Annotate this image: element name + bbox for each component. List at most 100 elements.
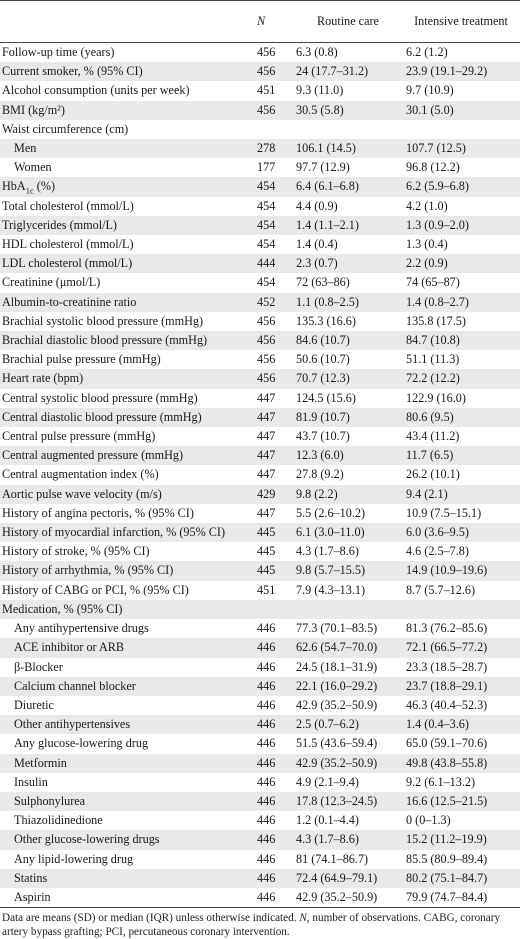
row-intensive-treatment: 51.1 (11.3) <box>406 352 460 367</box>
table-row: Creatinine (μmol/L) 454 72 (63–86) 74 (65–8… <box>0 273 520 292</box>
row-routine-care: 27.8 (9.2) <box>296 467 344 482</box>
row-intensive-treatment: 6.2 (1.2) <box>406 45 448 59</box>
row-routine-care: 17.8 (12.3–24.5) <box>296 793 378 808</box>
row-n: 454 <box>257 237 276 252</box>
header-n: N <box>254 0 294 43</box>
table-row: History of arrhythmia, % (95% CI) 445 9.8 … <box>0 561 520 581</box>
row-n: 446 <box>257 697 276 712</box>
row-routine-care: 12.3 (6.0) <box>296 448 344 463</box>
row-intensive-treatment: 79.9 (74.7–84.4) <box>402 887 520 909</box>
row-n: 446 <box>257 832 276 847</box>
row-intensive-treatment: 135.8 (17.5) <box>406 313 466 328</box>
row-label: Follow-up time (years) <box>2 45 115 59</box>
row-label: Diuretic <box>14 697 54 712</box>
row-n <box>254 120 294 139</box>
row-label: LDL cholesterol (mmol/L) <box>2 256 133 271</box>
row-routine-care: 72.4 (64.9–79.1) <box>296 870 378 885</box>
row-label: History of angina pectoris, % (95% CI) <box>2 505 194 520</box>
row-n: 278 <box>257 141 276 156</box>
row-routine-care: 42.9 (35.2–50.9) <box>294 887 402 909</box>
row-routine-care: 81.9 (10.7) <box>296 409 350 424</box>
table-row: Waist circumference (cm) <box>0 120 520 139</box>
row-intensive-treatment: 6.2 (5.9–6.8) <box>406 179 469 194</box>
table-row: ACE inhibitor or ARB 446 62.6 (54.7–70.0) 7… <box>0 638 520 658</box>
row-routine-care: 72 (63–86) <box>296 275 350 290</box>
row-n <box>254 600 294 619</box>
row-n: 446 <box>257 736 276 751</box>
row-n: 446 <box>257 774 276 789</box>
row-routine-care: 4.4 (0.9) <box>296 198 338 213</box>
row-label: History of CABG or PCI, % (95% CI) <box>2 582 189 597</box>
row-label: Medication, % (95% CI) <box>2 601 123 616</box>
row-intensive-treatment: 0 (0–1.3) <box>406 813 451 828</box>
row-routine-care: 6.4 (6.1–6.8) <box>296 179 359 194</box>
row-intensive-treatment: 43.4 (11.2) <box>406 429 460 444</box>
row-label: HDL cholesterol (mmol/L) <box>2 237 134 252</box>
table-row: Sulphonylurea 446 17.8 (12.3–24.5) 16.6 (12… <box>0 791 520 812</box>
row-n: 177 <box>257 160 276 175</box>
table-footnote: Data are means (SD) or median (IQR) unle… <box>0 908 520 939</box>
row-n: 446 <box>257 717 276 732</box>
row-intensive-treatment: 72.2 (12.2) <box>406 371 460 386</box>
table-row: Metformin 446 42.9 (35.2–50.9) 49.8 (43.8–5… <box>0 753 520 773</box>
row-n: 446 <box>257 640 276 655</box>
row-intensive-treatment: 74 (65–87) <box>406 275 460 290</box>
row-routine-care: 9.8 (5.7–15.5) <box>296 563 366 578</box>
row-intensive-treatment: 16.6 (12.5–21.5) <box>406 793 488 808</box>
row-routine-care: 24.5 (18.1–31.9) <box>296 659 378 674</box>
row-label: Any antihypertensive drugs <box>14 621 149 636</box>
row-label: Central augmented pressure (mmHg) <box>2 448 184 463</box>
table-body: Follow-up time (years) 456 6.3 (0.8) 6.2 (1… <box>0 43 520 909</box>
row-intensive-treatment: 122.9 (16.0) <box>406 390 466 405</box>
table-row: Medication, % (95% CI) <box>0 599 520 620</box>
row-label: History of myocardial infarction, % (95%… <box>2 525 226 540</box>
table-row: Triglycerides (mmol/L) 454 1.4 (1.1–2.1) 1.… <box>0 215 520 236</box>
row-routine-care: 6.1 (3.0–11.0) <box>296 525 365 540</box>
row-n: 456 <box>257 371 276 386</box>
row-routine-care: 9.3 (11.0) <box>296 83 344 98</box>
table-row: Calcium channel blocker 446 22.1 (16.0–29.… <box>0 676 520 696</box>
row-label: Statins <box>14 870 48 885</box>
row-intensive-treatment: 10.9 (7.5–15.1) <box>406 505 482 520</box>
row-label: Insulin <box>14 774 48 789</box>
row-intensive-treatment: 23.7 (18.8–29.1) <box>406 678 488 693</box>
row-routine-care: 50.6 (10.7) <box>296 352 350 367</box>
row-label: Other glucose-lowering drugs <box>14 832 160 847</box>
row-n: 451 <box>257 582 276 597</box>
row-routine-care: 106.1 (14.5) <box>296 141 356 156</box>
row-label: Women <box>14 160 52 175</box>
row-routine-care <box>294 600 402 619</box>
table-row: BMI (kg/m²) 456 30.5 (5.8) 30.1 (5.0) <box>0 100 520 120</box>
row-label: Waist circumference (cm) <box>2 121 129 136</box>
row-routine-care: 1.2 (0.1–4.4) <box>296 813 359 828</box>
table-row: Follow-up time (years) 456 6.3 (0.8) 6.2 (1… <box>0 43 520 63</box>
table-row: Men 278 106.1 (14.5) 107.7 (12.5) <box>0 139 520 159</box>
row-intensive-treatment: 14.9 (10.9–19.6) <box>406 563 488 578</box>
table-row: Total cholesterol (mmol/L) 454 4.4 (0.9) 4.… <box>0 197 520 216</box>
header-intensive-treatment: Intensive treatment <box>402 0 520 43</box>
row-label: History of stroke, % (95% CI) <box>2 544 150 559</box>
row-intensive-treatment: 49.8 (43.8–55.8) <box>406 755 488 770</box>
row-n: 447 <box>257 505 276 520</box>
row-label: Heart rate (bpm) <box>2 371 84 386</box>
row-intensive-treatment: 2.2 (0.9) <box>406 256 448 271</box>
row-intensive-treatment: 96.8 (12.2) <box>406 160 460 175</box>
row-intensive-treatment: 4.2 (1.0) <box>406 198 448 213</box>
row-label: Creatinine (μmol/L) <box>2 275 101 290</box>
table-row: Insulin 446 4.9 (2.1–9.4) 9.2 (6.1–13.2) <box>0 773 520 792</box>
row-intensive-treatment: 9.2 (6.1–13.2) <box>406 774 476 789</box>
row-n: 454 <box>257 198 276 213</box>
row-label: Aortic pulse wave velocity (m/s) <box>2 486 162 501</box>
row-label: Any glucose-lowering drug <box>14 736 149 751</box>
row-label: Central augmentation index (%) <box>2 467 159 482</box>
row-label: Current smoker, % (95% CI) <box>2 64 143 79</box>
row-n: 446 <box>257 813 276 828</box>
row-routine-care: 43.7 (10.7) <box>296 429 350 444</box>
row-label: Triglycerides (mmol/L) <box>2 217 117 232</box>
table-row: Any antihypertensive drugs 446 77.3 (70.1–… <box>0 619 520 638</box>
row-intensive-treatment: 9.4 (2.1) <box>406 486 448 501</box>
row-intensive-treatment: 26.2 (10.1) <box>406 467 460 482</box>
row-label: Sulphonylurea <box>14 793 86 808</box>
row-n: 454 <box>257 217 276 232</box>
row-n: 451 <box>257 83 276 98</box>
